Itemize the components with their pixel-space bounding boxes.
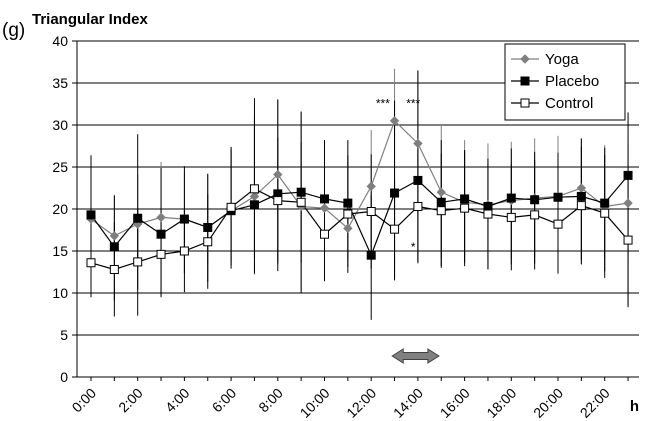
data-point [366,207,376,217]
data-point [623,170,633,180]
data-point [366,181,376,192]
data-point [530,210,540,220]
x-tick-label: 10:00 [297,385,333,421]
data-point [86,258,96,268]
y-tick-label: 30 [52,117,68,133]
data-point [623,235,633,245]
data-point [483,201,493,211]
range-arrow [391,348,440,364]
data-point [109,264,119,274]
data-point [156,229,166,239]
data-point [436,206,446,216]
y-tick-label: 25 [52,159,68,175]
data-point [203,237,213,247]
x-tick-label: 0:00 [69,385,100,416]
legend: Yoga Placebo Control [504,43,626,121]
data-point [133,213,143,223]
data-point [343,209,353,219]
data-point [413,201,423,211]
x-axis-unit-label: h [630,398,639,415]
x-tick-label: 18:00 [483,385,519,421]
series-yoga-line [90,119,629,237]
data-point [179,246,189,256]
data-point [623,198,633,208]
data-point [179,214,189,224]
data-point [436,187,446,197]
data-point [553,192,563,202]
data-point [343,223,353,234]
legend-marker-control [520,98,530,108]
data-point [600,198,610,208]
x-tick-label: 20:00 [530,385,566,421]
data-point [343,198,353,208]
data-point [576,201,586,211]
x-tick-label: 8:00 [255,385,286,416]
data-point [389,116,400,126]
chart-title: Triangular Index [32,11,149,28]
x-tick-label: 2:00 [115,385,146,416]
x-tick-label: 16:00 [437,385,473,421]
gridlines [77,40,639,336]
series-layer [86,68,633,320]
data-point [413,138,423,149]
y-tick-label: 20 [52,201,68,217]
y-tick-label: 5 [60,327,68,343]
data-point [319,203,330,213]
data-point [249,200,259,210]
annotations: *** **** [376,96,440,364]
data-point [576,191,586,201]
significance-label: *** [376,96,390,110]
x-tick-label: 12:00 [343,385,379,421]
x-tick-label: 14:00 [390,385,426,421]
x-tick-label: 22:00 [577,385,613,421]
data-point [273,169,283,180]
data-point [320,194,329,204]
data-point [273,196,283,206]
series-placebo-markers [86,170,633,260]
data-point [133,257,143,267]
data-point [226,202,236,212]
x-tick-label: 4:00 [162,385,193,416]
data-point [320,229,329,239]
data-point [86,210,96,220]
data-point [436,197,446,207]
y-tick-label: 40 [52,33,68,49]
data-point [460,203,470,213]
significance-label: * [411,240,416,254]
data-point [506,212,516,222]
data-point [483,209,493,219]
data-point [390,188,400,198]
data-point [413,175,423,185]
panel-label: (g) [2,20,25,41]
data-point [553,219,563,229]
data-point [109,242,119,252]
data-point [390,224,400,234]
data-point [506,193,516,203]
series-control-markers [86,184,633,274]
legend-marker-placebo [520,76,530,86]
legend-label-placebo: Placebo [545,73,599,90]
legend-label-yoga: Yoga [545,51,579,68]
legend-marker-yoga [520,54,530,64]
series-placebo-line [90,175,629,257]
data-point [109,231,120,241]
data-point [366,250,376,260]
data-point [249,184,259,194]
data-point [156,249,166,259]
data-point [203,222,213,232]
data-point [460,194,470,204]
legend-label-control: Control [545,95,593,112]
data-point [296,187,306,197]
data-point [530,195,540,205]
x-tick-label: 6:00 [209,385,240,416]
y-tick-label: 15 [52,243,68,259]
data-point [600,208,610,218]
data-point [296,197,306,207]
y-tick-label: 0 [60,369,68,385]
y-tick-label: 10 [52,285,68,301]
data-point [156,212,166,223]
significance-label: *** [406,96,420,110]
y-tick-label: 35 [52,75,68,91]
